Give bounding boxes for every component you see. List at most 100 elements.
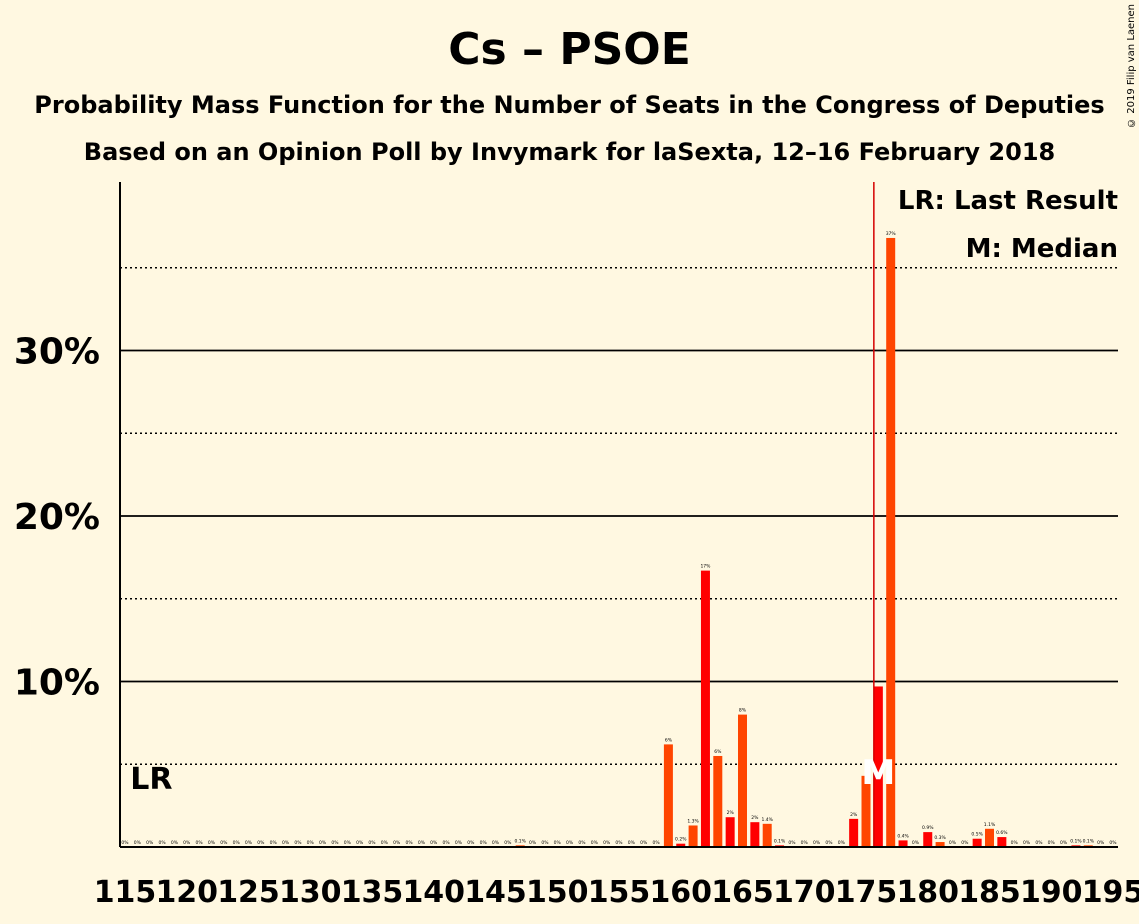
bar-value-label: 0%	[566, 840, 574, 846]
bar-value-label: 0%	[257, 840, 265, 846]
bar-value-label: 0%	[418, 840, 426, 846]
bar-value-label: 0%	[405, 840, 413, 846]
x-tick-label: 175	[835, 875, 898, 910]
bar-value-label: 0%	[838, 840, 846, 846]
bar-value-label: 0%	[208, 840, 216, 846]
x-tick-label: 195	[1082, 875, 1139, 910]
bar-value-label: 17%	[700, 564, 711, 570]
bar	[676, 843, 686, 847]
bar-value-label: 0%	[344, 840, 352, 846]
bar-value-label: 0%	[121, 840, 129, 846]
bar-value-label: 0%	[1109, 840, 1117, 846]
bar-value-label: 0%	[1023, 840, 1031, 846]
x-tick-label: 130	[279, 875, 342, 910]
bar-value-label: 1.1%	[984, 822, 996, 828]
bar	[935, 842, 945, 847]
median-marker: M	[861, 753, 895, 793]
bar	[923, 832, 933, 847]
bar-value-label: 6%	[665, 737, 673, 743]
bar-value-label: 0%	[1011, 840, 1019, 846]
bar	[725, 817, 735, 847]
bar	[873, 686, 883, 847]
bar-value-label: 0%	[912, 840, 920, 846]
bar-value-label: 0%	[578, 840, 586, 846]
bar-value-label: 0%	[825, 840, 833, 846]
bar-value-label: 0%	[307, 840, 315, 846]
bar-value-label: 0%	[628, 840, 636, 846]
x-tick-label: 155	[588, 875, 651, 910]
bar-value-label: 0%	[1060, 840, 1068, 846]
bar-value-label: 1.4%	[761, 817, 773, 823]
bar	[700, 570, 710, 847]
x-tick-label: 140	[402, 875, 465, 910]
bar-value-label: 0%	[1035, 840, 1043, 846]
bar-value-label: 0%	[356, 840, 364, 846]
axes	[119, 182, 1118, 848]
bar-value-label: 2%	[751, 815, 759, 821]
bar-value-label: 0%	[492, 840, 500, 846]
legend-median: M: Median	[966, 234, 1118, 264]
bars	[515, 237, 1093, 847]
bar-value-label: 2%	[727, 810, 735, 816]
value-labels: 0% 0% 0% 0% 0% 0% 0% 0% 0% 0% 0% 0% 0% 0% 0% 0% 0% 0% 0% 0%…	[121, 231, 1117, 846]
legend-last-result: LR: Last Result	[898, 186, 1118, 216]
grid-lines	[120, 267, 1118, 765]
y-tick-label: 20%	[14, 497, 100, 538]
bar	[849, 818, 859, 847]
y-tick-label: 10%	[14, 663, 100, 704]
bar-value-label: 0%	[158, 840, 166, 846]
bar-value-label: 0%	[591, 840, 599, 846]
bar-value-label: 0%	[220, 840, 228, 846]
bar-value-label: 0.9%	[922, 825, 934, 831]
bar-value-label: 0%	[134, 840, 142, 846]
bar-value-label: 0%	[443, 840, 451, 846]
bar-value-label: 6%	[714, 749, 722, 755]
bar-value-label: 0.3%	[934, 835, 946, 841]
bar	[985, 828, 994, 847]
x-tick-label: 170	[773, 875, 836, 910]
bar-value-label: 0%	[319, 840, 327, 846]
chart-source-subtitle: Based on an Opinion Poll by Invymark for…	[83, 138, 1056, 166]
bar	[738, 714, 747, 847]
bar-value-label: 0%	[245, 840, 253, 846]
bar-value-label: 0%	[171, 840, 179, 846]
bar-value-label: 0%	[788, 840, 796, 846]
bar-value-label: 1.3%	[687, 818, 699, 824]
bar-value-label: 0.1%	[514, 838, 526, 844]
bar-value-label: 0%	[961, 840, 969, 846]
bar-value-label: 0.5%	[971, 832, 983, 838]
bar-value-label: 0%	[282, 840, 290, 846]
x-tick-label: 190	[1020, 875, 1083, 910]
x-tick-label: 135	[341, 875, 404, 910]
bar	[750, 822, 760, 847]
bar-value-label: 0%	[196, 840, 204, 846]
bar-value-label: 0%	[455, 840, 463, 846]
x-tick-label: 150	[526, 875, 589, 910]
bar	[762, 823, 772, 847]
bar	[663, 744, 673, 847]
bar	[886, 237, 896, 847]
bar-value-label: 8%	[739, 708, 747, 714]
bar-value-label: 0%	[615, 840, 623, 846]
y-tick-label: 30%	[14, 332, 100, 373]
bar-value-label: 0.2%	[675, 837, 687, 843]
bar-value-label: 0%	[270, 840, 278, 846]
bar	[997, 837, 1007, 847]
bar-value-label: 0.4%	[897, 833, 909, 839]
x-tick-label: 180	[896, 875, 959, 910]
bar-value-label: 0%	[467, 840, 475, 846]
x-tick-label: 115	[94, 875, 157, 910]
bar-value-label: 0%	[504, 840, 512, 846]
chart-subtitle: Probability Mass Function for the Number…	[34, 91, 1105, 119]
bar-value-label: 37%	[886, 231, 897, 237]
bar-value-label: 0%	[949, 840, 957, 846]
bar-value-label: 0%	[480, 840, 488, 846]
bar-value-label: 0%	[603, 840, 611, 846]
x-tick-label: 160	[649, 875, 712, 910]
bar-value-label: 0%	[381, 840, 389, 846]
bar	[713, 755, 723, 847]
bar-value-label: 0%	[294, 840, 302, 846]
bar	[861, 775, 871, 847]
bar-value-label: 0%	[146, 840, 154, 846]
